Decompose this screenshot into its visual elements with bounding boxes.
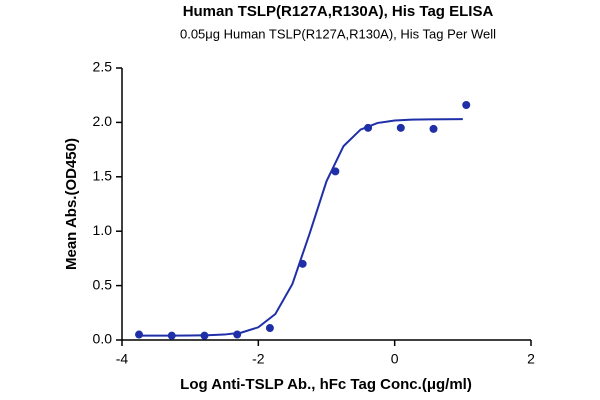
data-point: [396, 123, 405, 132]
x-tick-label: -4: [116, 351, 129, 367]
y-tick-label: 2.5: [93, 59, 113, 75]
y-tick-label: 1.5: [93, 168, 113, 184]
fit-curve: [139, 118, 463, 337]
data-point: [200, 331, 209, 340]
data-point: [233, 330, 242, 339]
y-axis-title: Mean Abs.(OD450): [63, 138, 80, 270]
chart-title: Human TSLP(R127A,R130A), His Tag ELISA: [183, 3, 494, 20]
data-point: [429, 124, 438, 133]
y-tick-label: 2.0: [93, 113, 113, 129]
data-point: [167, 331, 176, 340]
x-axis-title: Log Anti-TSLP Ab., hFc Tag Conc.(μg/ml): [180, 376, 472, 393]
data-point: [462, 100, 471, 109]
y-tick-label: 0.0: [93, 331, 113, 347]
data-point: [265, 324, 274, 333]
data-point: [298, 259, 307, 268]
y-tick-label: 0.5: [93, 276, 113, 292]
data-point: [135, 330, 144, 339]
chart-subtitle: 0.05μg Human TSLP(R127A,R130A), His Tag …: [180, 26, 496, 41]
x-tick-label: -2: [252, 351, 265, 367]
x-tick-label: 0: [391, 351, 399, 367]
y-tick-label: 1.0: [93, 222, 113, 238]
data-point: [364, 123, 373, 132]
x-tick-label: 2: [527, 351, 535, 367]
data-point: [331, 167, 340, 176]
